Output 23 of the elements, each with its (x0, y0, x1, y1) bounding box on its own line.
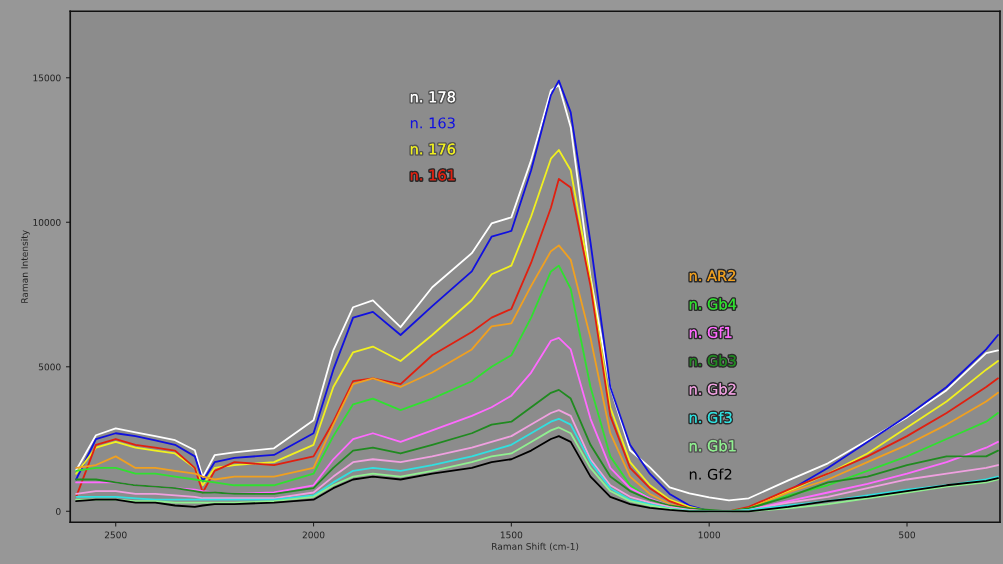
x-tick-label: 500 (899, 531, 916, 539)
y-axis-title: Raman Intensity (20, 230, 30, 303)
text: n. Gf2 (689, 468, 732, 480)
text: n. 176 (410, 143, 456, 155)
y-tick-label: 15000 (33, 74, 61, 82)
text: n. Gf3 (689, 411, 732, 424)
text: n. Gb1 (689, 440, 736, 452)
text: n. Gb3 (689, 355, 736, 367)
x-tick-label: 2000 (302, 531, 325, 539)
x-tick-label: 1500 (500, 531, 523, 539)
text: n. AR2 (689, 270, 735, 282)
text: n. 178 (410, 91, 455, 103)
text: n. Gb4 (689, 298, 737, 310)
x-tick-label: 2500 (104, 531, 127, 539)
y-tick-label: 5000 (38, 363, 61, 371)
text: n. Gf1 (689, 326, 732, 338)
text: n. 163 (410, 117, 455, 129)
y-tick-label: 0 (56, 508, 61, 515)
text: n. Gb2 (689, 383, 736, 395)
x-tick-label: 1000 (698, 531, 721, 539)
y-tick-label: 10000 (33, 218, 61, 226)
x-axis-title: Raman Shift (cm-1) (492, 542, 579, 551)
text: n. 161 (410, 169, 455, 181)
